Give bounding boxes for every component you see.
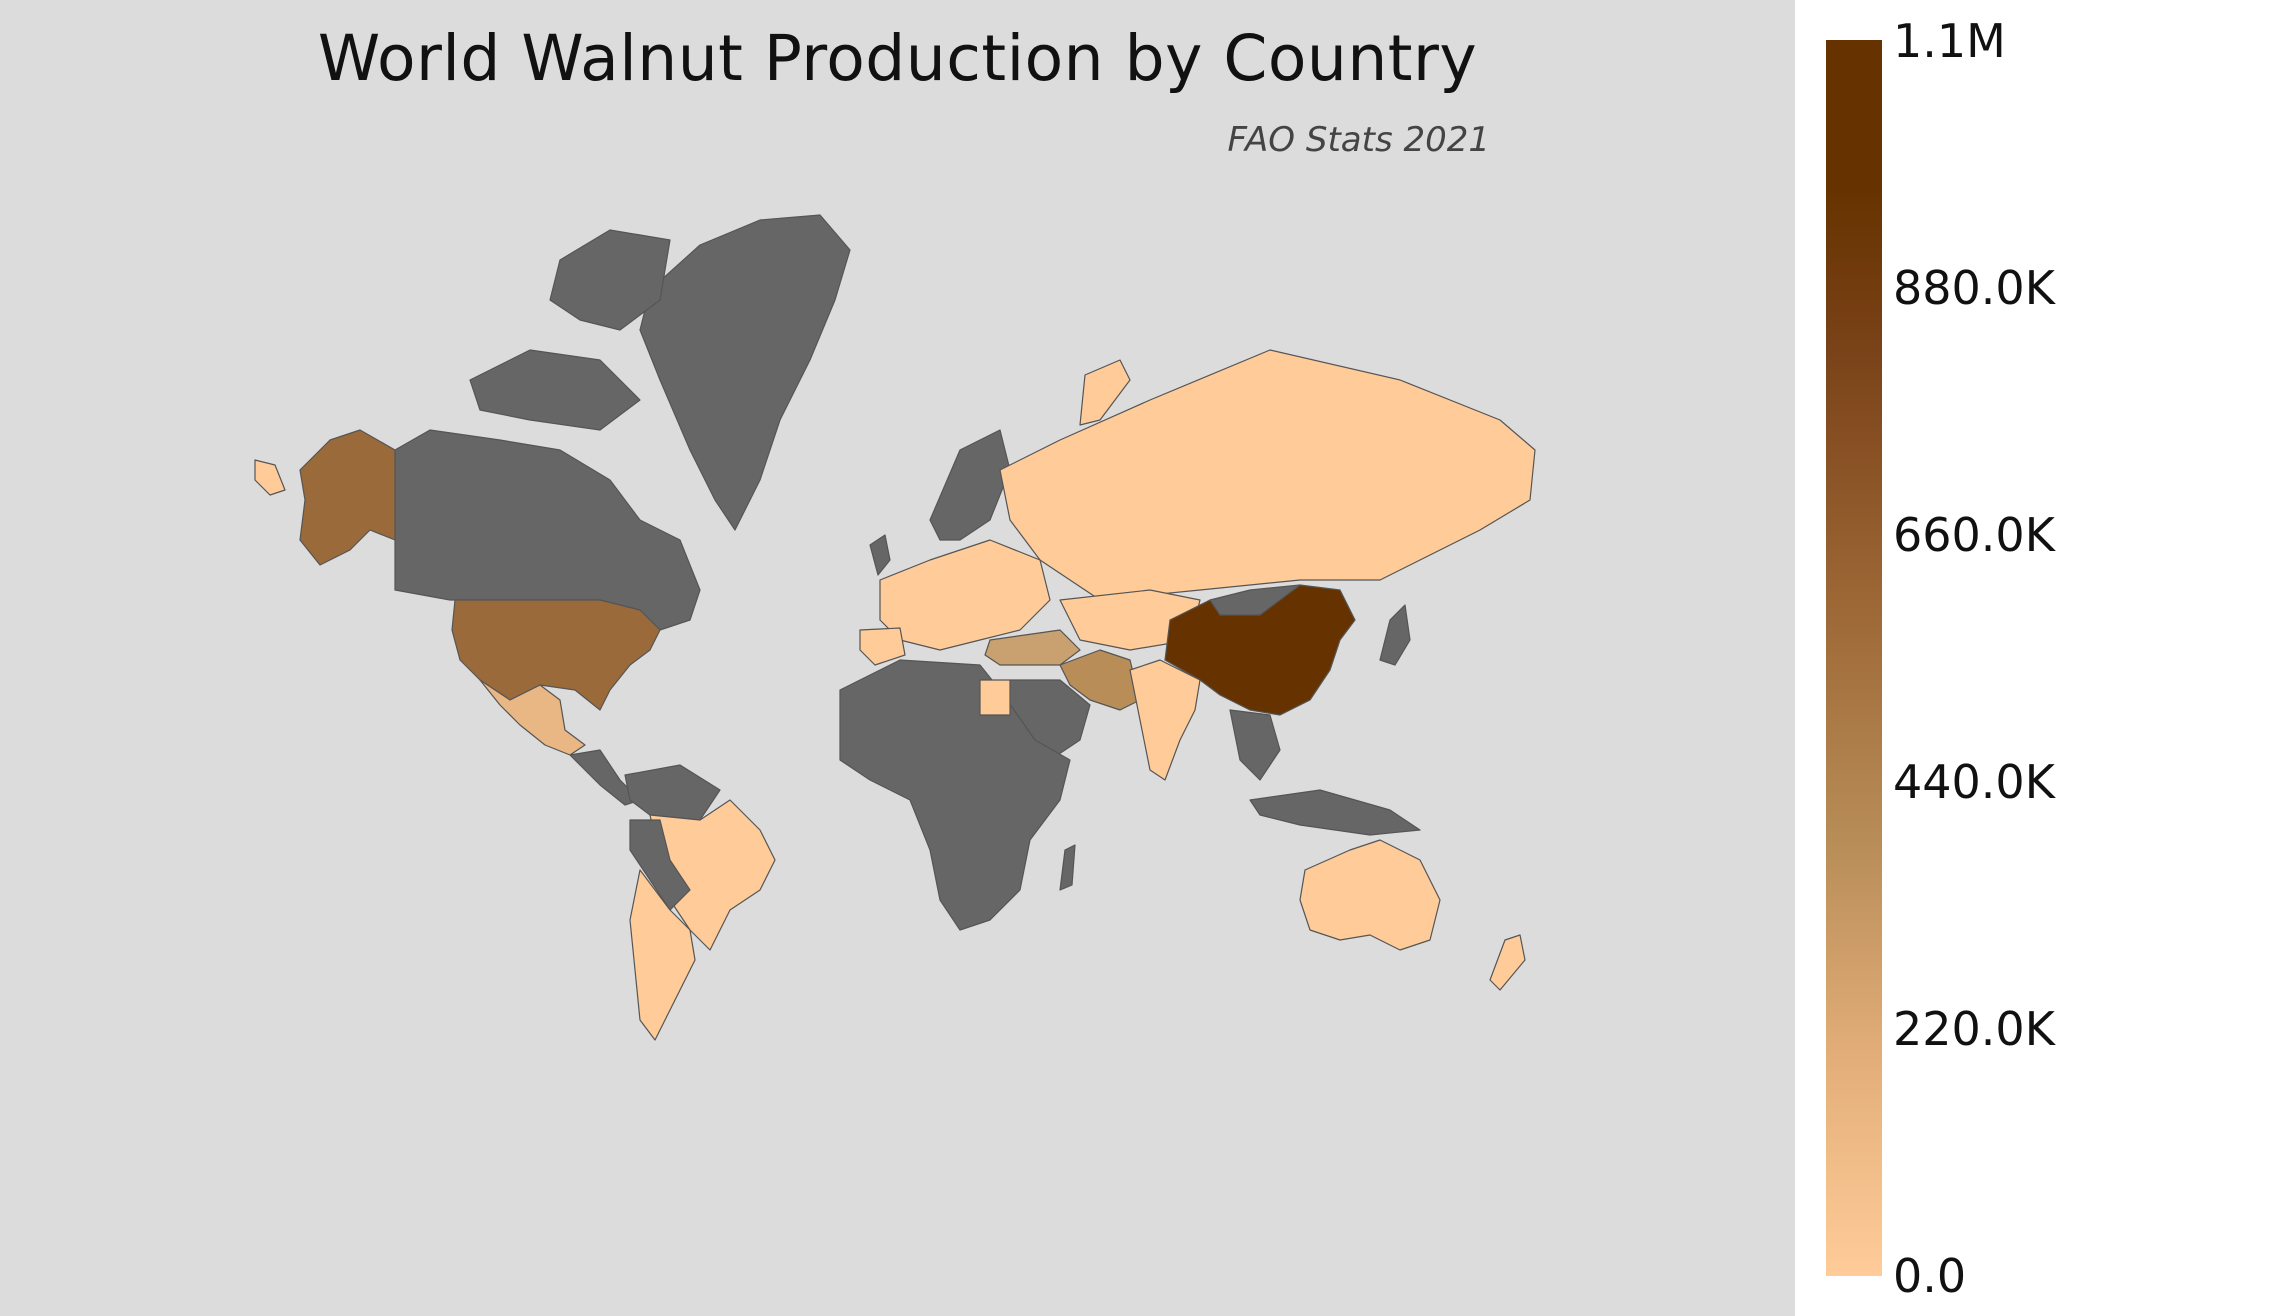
region-argentina-chile[interactable] (629, 869, 696, 1041)
region-iberia[interactable] (859, 627, 906, 666)
region-europe[interactable] (879, 539, 1051, 651)
region-india[interactable] (1129, 659, 1201, 781)
region-uk[interactable] (869, 534, 891, 576)
region-australia[interactable] (1299, 839, 1441, 951)
region-novaya-zemlya[interactable] (1079, 359, 1131, 426)
region-scandinavia[interactable] (929, 429, 1011, 541)
colorbar-tick-660k: 660.0K (1893, 508, 2055, 562)
region-greenland[interactable] (639, 214, 851, 531)
region-indonesia[interactable] (1249, 789, 1421, 836)
region-united-states[interactable] (451, 599, 661, 711)
region-arctic-islands-2[interactable] (469, 349, 641, 431)
colorbar-tick-min: 0.0 (1893, 1249, 1967, 1303)
colorbar-tick-440k: 440.0K (1893, 755, 2055, 809)
region-japan[interactable] (1379, 604, 1411, 666)
region-russia[interactable] (999, 349, 1536, 601)
region-alaska[interactable] (299, 429, 396, 566)
world-map (254, 214, 1536, 1041)
region-new-zealand[interactable] (1489, 934, 1526, 991)
region-iran[interactable] (1059, 649, 1141, 711)
colorbar (1826, 40, 1882, 1276)
map-subtitle: FAO Stats 2021 (1227, 120, 1490, 160)
region-peru-bolivia[interactable] (629, 819, 691, 911)
colorbar-tick-max: 1.1M (1893, 14, 2006, 68)
region-southeast-asia[interactable] (1229, 709, 1281, 781)
region-alaska-west[interactable] (254, 459, 286, 496)
colorbar-tick-880k: 880.0K (1893, 261, 2055, 315)
region-arctic-islands[interactable] (549, 229, 671, 331)
region-madagascar[interactable] (1059, 844, 1076, 891)
region-mongolia[interactable] (1209, 584, 1301, 616)
region-colombia-venezuela[interactable] (624, 764, 721, 821)
region-mexico[interactable] (479, 679, 586, 756)
colorbar-tick-220k: 220.0K (1893, 1002, 2055, 1056)
region-egypt[interactable] (979, 679, 1011, 716)
map-title: World Walnut Production by Country (317, 22, 1478, 95)
